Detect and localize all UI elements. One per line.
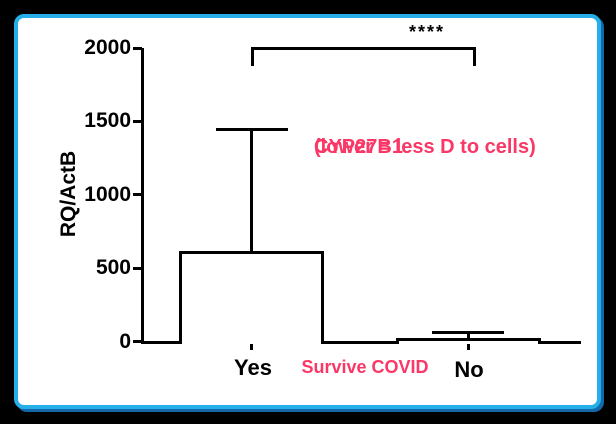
- y-tick-mark: [133, 193, 142, 196]
- y-tick-mark: [133, 120, 142, 123]
- bar-no: [395, 338, 541, 344]
- y-tick-label: 0: [119, 330, 131, 353]
- annotation-line-2: (lower = less D to cells): [314, 136, 536, 158]
- significance-stars: ****: [408, 22, 446, 42]
- y-axis: [141, 48, 144, 344]
- x-axis-title: Survive COVID: [301, 357, 429, 377]
- x-tick-no: [466, 344, 470, 350]
- chart-card: 0 500 1000 1500 2000 **** RQ/ActB Yes Surviv…: [14, 14, 601, 409]
- bar-chart: 0 500 1000 1500 2000 **** RQ/ActB Yes Surviv…: [18, 18, 597, 405]
- category-label-yes: Yes: [234, 355, 272, 380]
- bar-yes: [179, 251, 324, 344]
- y-axis-title: RQ/ActB: [57, 150, 80, 238]
- x-axis: [141, 341, 581, 344]
- y-tick-label: 500: [95, 256, 131, 279]
- category-label-no: No: [454, 357, 484, 382]
- y-tick-label: 2000: [84, 36, 131, 59]
- error-bar-stem-no: [466, 332, 470, 338]
- y-tick-mark: [133, 340, 142, 343]
- y-tick-label: 1000: [84, 183, 131, 206]
- annotation-line-1: CYP27B1: [314, 136, 403, 158]
- y-tick-mark: [133, 267, 142, 270]
- significance-bracket: [251, 47, 476, 66]
- y-tick-label: 1500: [84, 109, 131, 132]
- y-tick-mark: [133, 47, 142, 50]
- x-tick-yes: [250, 344, 253, 350]
- error-bar-stem-yes: [250, 129, 253, 251]
